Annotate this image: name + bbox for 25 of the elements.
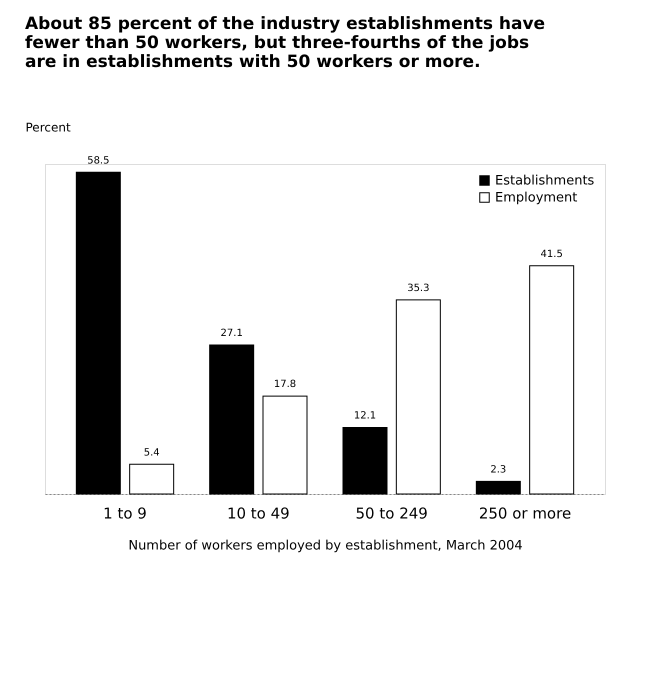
data-label: 58.5 bbox=[87, 155, 110, 166]
x-tick-label: 50 to 249 bbox=[356, 504, 428, 522]
x-tick-label: 10 to 49 bbox=[226, 504, 290, 522]
chart-title: About 85 percent of the industry establishments have fewer than 50 workers, but three-fourths of the jobs are in establishments with 50 workers or more. bbox=[25, 14, 546, 72]
bar bbox=[262, 396, 308, 494]
bar bbox=[129, 464, 174, 494]
bar bbox=[529, 265, 574, 494]
x-tick-label: 1 to 9 bbox=[103, 504, 147, 522]
x-tick-label: 250 or more bbox=[478, 504, 572, 522]
data-label: 12.1 bbox=[354, 410, 376, 422]
data-label: 2.3 bbox=[490, 464, 506, 476]
legend-label: Establishments bbox=[495, 174, 595, 188]
bar bbox=[396, 299, 441, 494]
legend-label: Employment bbox=[495, 190, 578, 206]
data-label: 41.5 bbox=[540, 248, 563, 260]
x-axis-title: Number of workers employed by establishment, March 2004 bbox=[128, 538, 523, 554]
data-label: 17.8 bbox=[274, 379, 296, 390]
data-label: 35.3 bbox=[407, 282, 430, 294]
bar bbox=[476, 480, 521, 494]
data-label: 5.4 bbox=[144, 447, 160, 458]
bar bbox=[342, 426, 388, 494]
data-label: 27.1 bbox=[220, 328, 243, 339]
bar bbox=[76, 172, 121, 494]
y-axis-title: Percent bbox=[26, 120, 71, 134]
bar bbox=[209, 344, 254, 494]
